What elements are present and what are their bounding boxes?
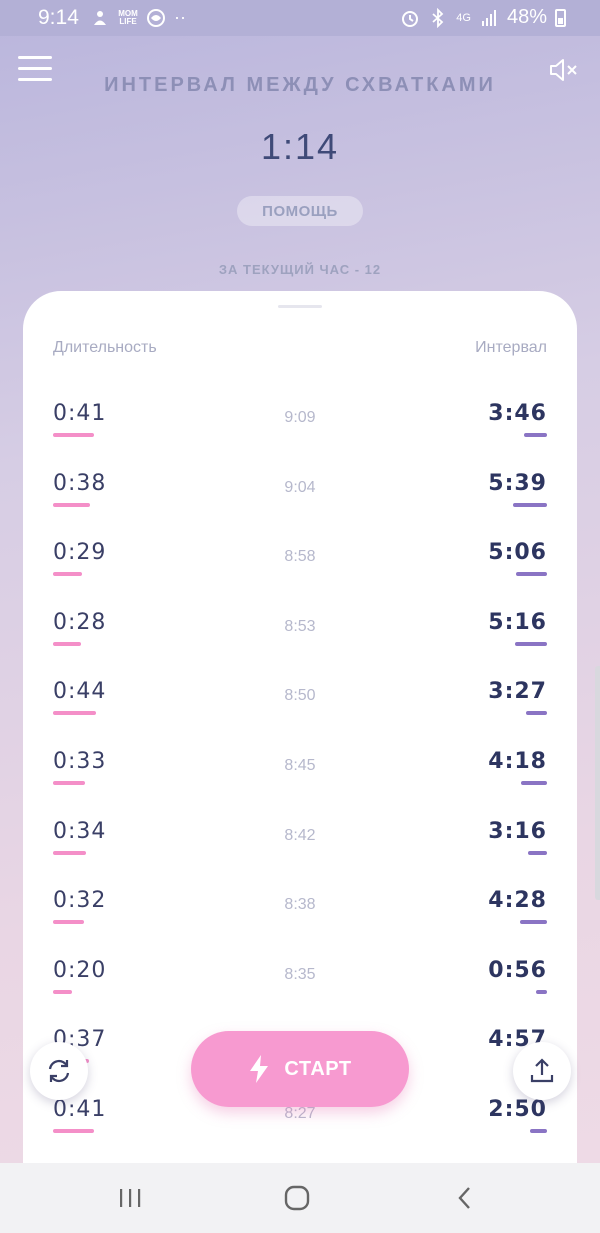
status-bar: 9:14 MOM LIFE ·· 4G 48% — [0, 0, 600, 36]
table-row[interactable]: 0:29 8:58 5:06 — [23, 538, 577, 608]
mom-life-icon: MOM LIFE — [118, 8, 138, 26]
table-row[interactable]: 0:38 9:04 5:39 — [23, 469, 577, 539]
network-type: 4G — [456, 11, 471, 24]
interval-value: 3:46 — [488, 401, 547, 426]
duration-bar — [53, 989, 72, 994]
table-row[interactable]: 0:28 8:53 5:16 — [23, 608, 577, 678]
battery-icon — [555, 8, 566, 27]
recent-apps-icon[interactable] — [110, 1183, 150, 1213]
interval-bar — [530, 1128, 547, 1133]
hour-count: ЗА ТЕКУЩИЙ ЧАС - 12 — [218, 262, 382, 277]
interval-value: 3:16 — [488, 818, 547, 844]
duration-bar — [53, 641, 81, 646]
start-time: 8:35 — [284, 965, 316, 983]
duration-value: 0:41 — [53, 1096, 107, 1122]
interval-value: 4:18 — [488, 748, 547, 774]
duration-bar — [53, 711, 96, 716]
interval-value: 5:06 — [488, 540, 547, 566]
interval-bar — [513, 502, 547, 507]
start-button[interactable]: СТАРТ — [191, 1031, 409, 1107]
start-time: 8:45 — [284, 756, 316, 774]
duration-bar — [53, 850, 86, 855]
start-time: 9:04 — [284, 478, 316, 496]
system-nav-bar — [0, 1163, 600, 1233]
bluetooth-icon — [428, 7, 448, 28]
duration-bar — [53, 572, 82, 577]
contractions-card: Длительность Интервал 0:41 9:09 3:46 0:38 9:… — [23, 291, 577, 1171]
duration-value: 0:41 — [53, 401, 107, 426]
duration-header: Длительность — [53, 339, 157, 356]
interval-bar — [528, 850, 547, 855]
interval-value: 2:50 — [488, 1096, 547, 1122]
home-icon[interactable] — [277, 1183, 317, 1213]
start-time: 8:58 — [284, 548, 316, 566]
duration-bar — [53, 502, 90, 507]
help-button[interactable]: ПОМОЩЬ — [237, 196, 363, 226]
duration-bar — [53, 1128, 94, 1133]
start-label: СТАРТ — [284, 1057, 352, 1080]
status-right-icons: 4G 48% — [400, 6, 566, 29]
table-row[interactable]: 0:41 8:27 2:50 — [23, 1095, 577, 1165]
status-time: 9:14 — [38, 6, 79, 29]
signal-icon — [479, 8, 499, 28]
duration-bar — [53, 780, 85, 785]
interval-bar — [524, 433, 547, 437]
interval-value: 5:39 — [488, 470, 547, 496]
start-time: 8:53 — [284, 617, 316, 635]
app-circle-icon — [146, 8, 166, 28]
battery-percent: 48% — [506, 6, 547, 28]
page-title: ИНТЕРВАЛ МЕЖДУ СХВАТКАМИ — [104, 74, 496, 96]
table-row[interactable]: 0:44 8:50 3:27 — [23, 677, 577, 747]
interval-bar — [520, 920, 547, 925]
interval-bar — [521, 780, 547, 785]
hamburger-icon-line — [18, 67, 52, 70]
interval-value: 5:16 — [488, 609, 547, 635]
mute-icon[interactable] — [548, 56, 580, 84]
start-time: 8:50 — [284, 687, 316, 705]
upload-icon — [530, 1058, 554, 1083]
status-dots: ·· — [174, 7, 186, 27]
duration-value: 0:32 — [53, 888, 107, 914]
table-row[interactable]: 0:34 8:42 3:16 — [23, 817, 577, 887]
refresh-button[interactable] — [30, 1042, 88, 1100]
interval-bar — [515, 641, 547, 646]
duration-value: 0:38 — [53, 470, 107, 496]
duration-value: 0:34 — [53, 818, 107, 844]
interval-value: 4:28 — [488, 888, 547, 914]
hamburger-icon-line — [18, 78, 52, 81]
current-interval: 1:14 — [260, 126, 340, 167]
start-time: 8:27 — [284, 1104, 316, 1122]
interval-bar — [526, 711, 547, 716]
status-left-icons: MOM LIFE ·· — [90, 7, 186, 28]
duration-bar — [53, 920, 84, 925]
menu-button[interactable] — [18, 56, 52, 84]
duration-value: 0:28 — [53, 609, 107, 635]
duration-value: 0:29 — [53, 540, 107, 566]
interval-header: Интервал — [475, 339, 547, 356]
interval-bar — [516, 572, 547, 577]
interval-bar — [536, 989, 547, 994]
table-row[interactable]: 0:32 8:38 4:28 — [23, 886, 577, 956]
baby-icon — [90, 8, 110, 28]
interval-value: 3:27 — [488, 679, 547, 705]
lightning-icon — [250, 1055, 269, 1083]
start-time: 8:38 — [284, 896, 316, 914]
table-row[interactable]: 0:20 8:35 0:56 — [23, 956, 577, 1026]
duration-value: 0:44 — [53, 679, 107, 705]
table-row[interactable]: 0:33 8:45 4:18 — [23, 747, 577, 817]
edge-scroll-handle[interactable] — [595, 666, 600, 900]
drag-handle[interactable] — [278, 305, 322, 308]
duration-bar — [53, 433, 94, 437]
start-time: 8:42 — [284, 826, 316, 844]
interval-value: 0:56 — [488, 957, 547, 983]
back-icon[interactable] — [445, 1183, 485, 1213]
share-button[interactable] — [513, 1042, 571, 1100]
hamburger-icon-line — [18, 56, 52, 59]
table-row[interactable]: 0:41 9:09 3:46 — [23, 399, 577, 469]
duration-value: 0:20 — [53, 957, 107, 983]
alarm-icon — [400, 8, 420, 28]
refresh-icon — [48, 1059, 70, 1083]
duration-value: 0:33 — [53, 748, 107, 774]
start-time: 9:09 — [284, 409, 316, 426]
